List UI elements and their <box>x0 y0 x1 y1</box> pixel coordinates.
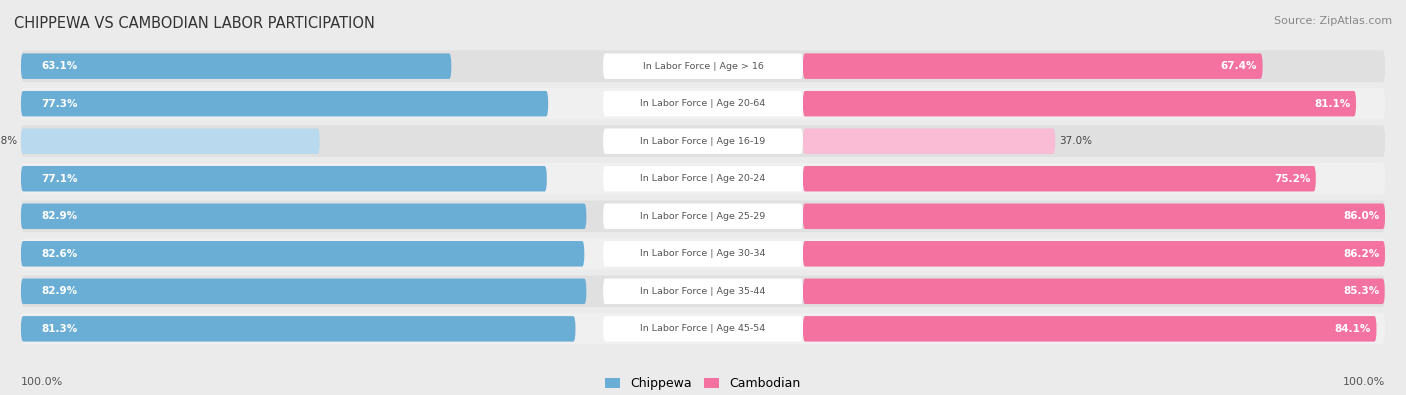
Text: In Labor Force | Age 30-34: In Labor Force | Age 30-34 <box>640 249 766 258</box>
Text: 81.1%: 81.1% <box>1315 99 1351 109</box>
FancyBboxPatch shape <box>21 276 1385 307</box>
FancyBboxPatch shape <box>803 91 1355 117</box>
FancyBboxPatch shape <box>21 53 451 79</box>
Text: In Labor Force | Age 35-44: In Labor Force | Age 35-44 <box>640 287 766 296</box>
Text: 86.0%: 86.0% <box>1343 211 1379 221</box>
FancyBboxPatch shape <box>803 241 1385 267</box>
Text: In Labor Force | Age 20-24: In Labor Force | Age 20-24 <box>640 174 766 183</box>
Text: 85.3%: 85.3% <box>1343 286 1379 296</box>
FancyBboxPatch shape <box>603 53 803 79</box>
Legend: Chippewa, Cambodian: Chippewa, Cambodian <box>600 372 806 395</box>
FancyBboxPatch shape <box>21 238 1385 269</box>
Text: In Labor Force | Age 16-19: In Labor Force | Age 16-19 <box>640 137 766 146</box>
Text: 63.1%: 63.1% <box>42 61 77 71</box>
FancyBboxPatch shape <box>803 166 1316 192</box>
Text: 82.9%: 82.9% <box>42 211 77 221</box>
FancyBboxPatch shape <box>603 316 803 342</box>
FancyBboxPatch shape <box>603 203 803 229</box>
FancyBboxPatch shape <box>21 126 1385 157</box>
FancyBboxPatch shape <box>603 91 803 117</box>
FancyBboxPatch shape <box>21 201 1385 232</box>
Text: In Labor Force | Age 20-64: In Labor Force | Age 20-64 <box>640 99 766 108</box>
FancyBboxPatch shape <box>803 128 1056 154</box>
Text: 75.2%: 75.2% <box>1274 174 1310 184</box>
Text: 82.9%: 82.9% <box>42 286 77 296</box>
Text: 43.8%: 43.8% <box>0 136 17 146</box>
Text: In Labor Force | Age 25-29: In Labor Force | Age 25-29 <box>640 212 766 221</box>
FancyBboxPatch shape <box>21 278 586 304</box>
FancyBboxPatch shape <box>21 166 547 192</box>
FancyBboxPatch shape <box>603 128 803 154</box>
Text: 77.1%: 77.1% <box>42 174 79 184</box>
Text: In Labor Force | Age 45-54: In Labor Force | Age 45-54 <box>640 324 766 333</box>
FancyBboxPatch shape <box>803 53 1263 79</box>
FancyBboxPatch shape <box>21 51 1385 82</box>
FancyBboxPatch shape <box>21 203 586 229</box>
FancyBboxPatch shape <box>603 166 803 192</box>
FancyBboxPatch shape <box>21 241 585 267</box>
FancyBboxPatch shape <box>603 278 803 304</box>
Text: 84.1%: 84.1% <box>1334 324 1371 334</box>
Text: 100.0%: 100.0% <box>21 377 63 387</box>
Text: 77.3%: 77.3% <box>42 99 79 109</box>
FancyBboxPatch shape <box>803 316 1376 342</box>
Text: 82.6%: 82.6% <box>42 249 77 259</box>
Text: CHIPPEWA VS CAMBODIAN LABOR PARTICIPATION: CHIPPEWA VS CAMBODIAN LABOR PARTICIPATIO… <box>14 16 375 31</box>
FancyBboxPatch shape <box>803 278 1385 304</box>
FancyBboxPatch shape <box>603 241 803 267</box>
FancyBboxPatch shape <box>21 128 319 154</box>
Text: 81.3%: 81.3% <box>42 324 77 334</box>
Text: 67.4%: 67.4% <box>1220 61 1257 71</box>
FancyBboxPatch shape <box>803 203 1385 229</box>
FancyBboxPatch shape <box>21 316 575 342</box>
Text: In Labor Force | Age > 16: In Labor Force | Age > 16 <box>643 62 763 71</box>
FancyBboxPatch shape <box>21 88 1385 119</box>
FancyBboxPatch shape <box>21 163 1385 194</box>
FancyBboxPatch shape <box>21 313 1385 344</box>
FancyBboxPatch shape <box>21 91 548 117</box>
Text: Source: ZipAtlas.com: Source: ZipAtlas.com <box>1274 16 1392 26</box>
Text: 86.2%: 86.2% <box>1343 249 1379 259</box>
Text: 100.0%: 100.0% <box>1343 377 1385 387</box>
Text: 37.0%: 37.0% <box>1059 136 1091 146</box>
